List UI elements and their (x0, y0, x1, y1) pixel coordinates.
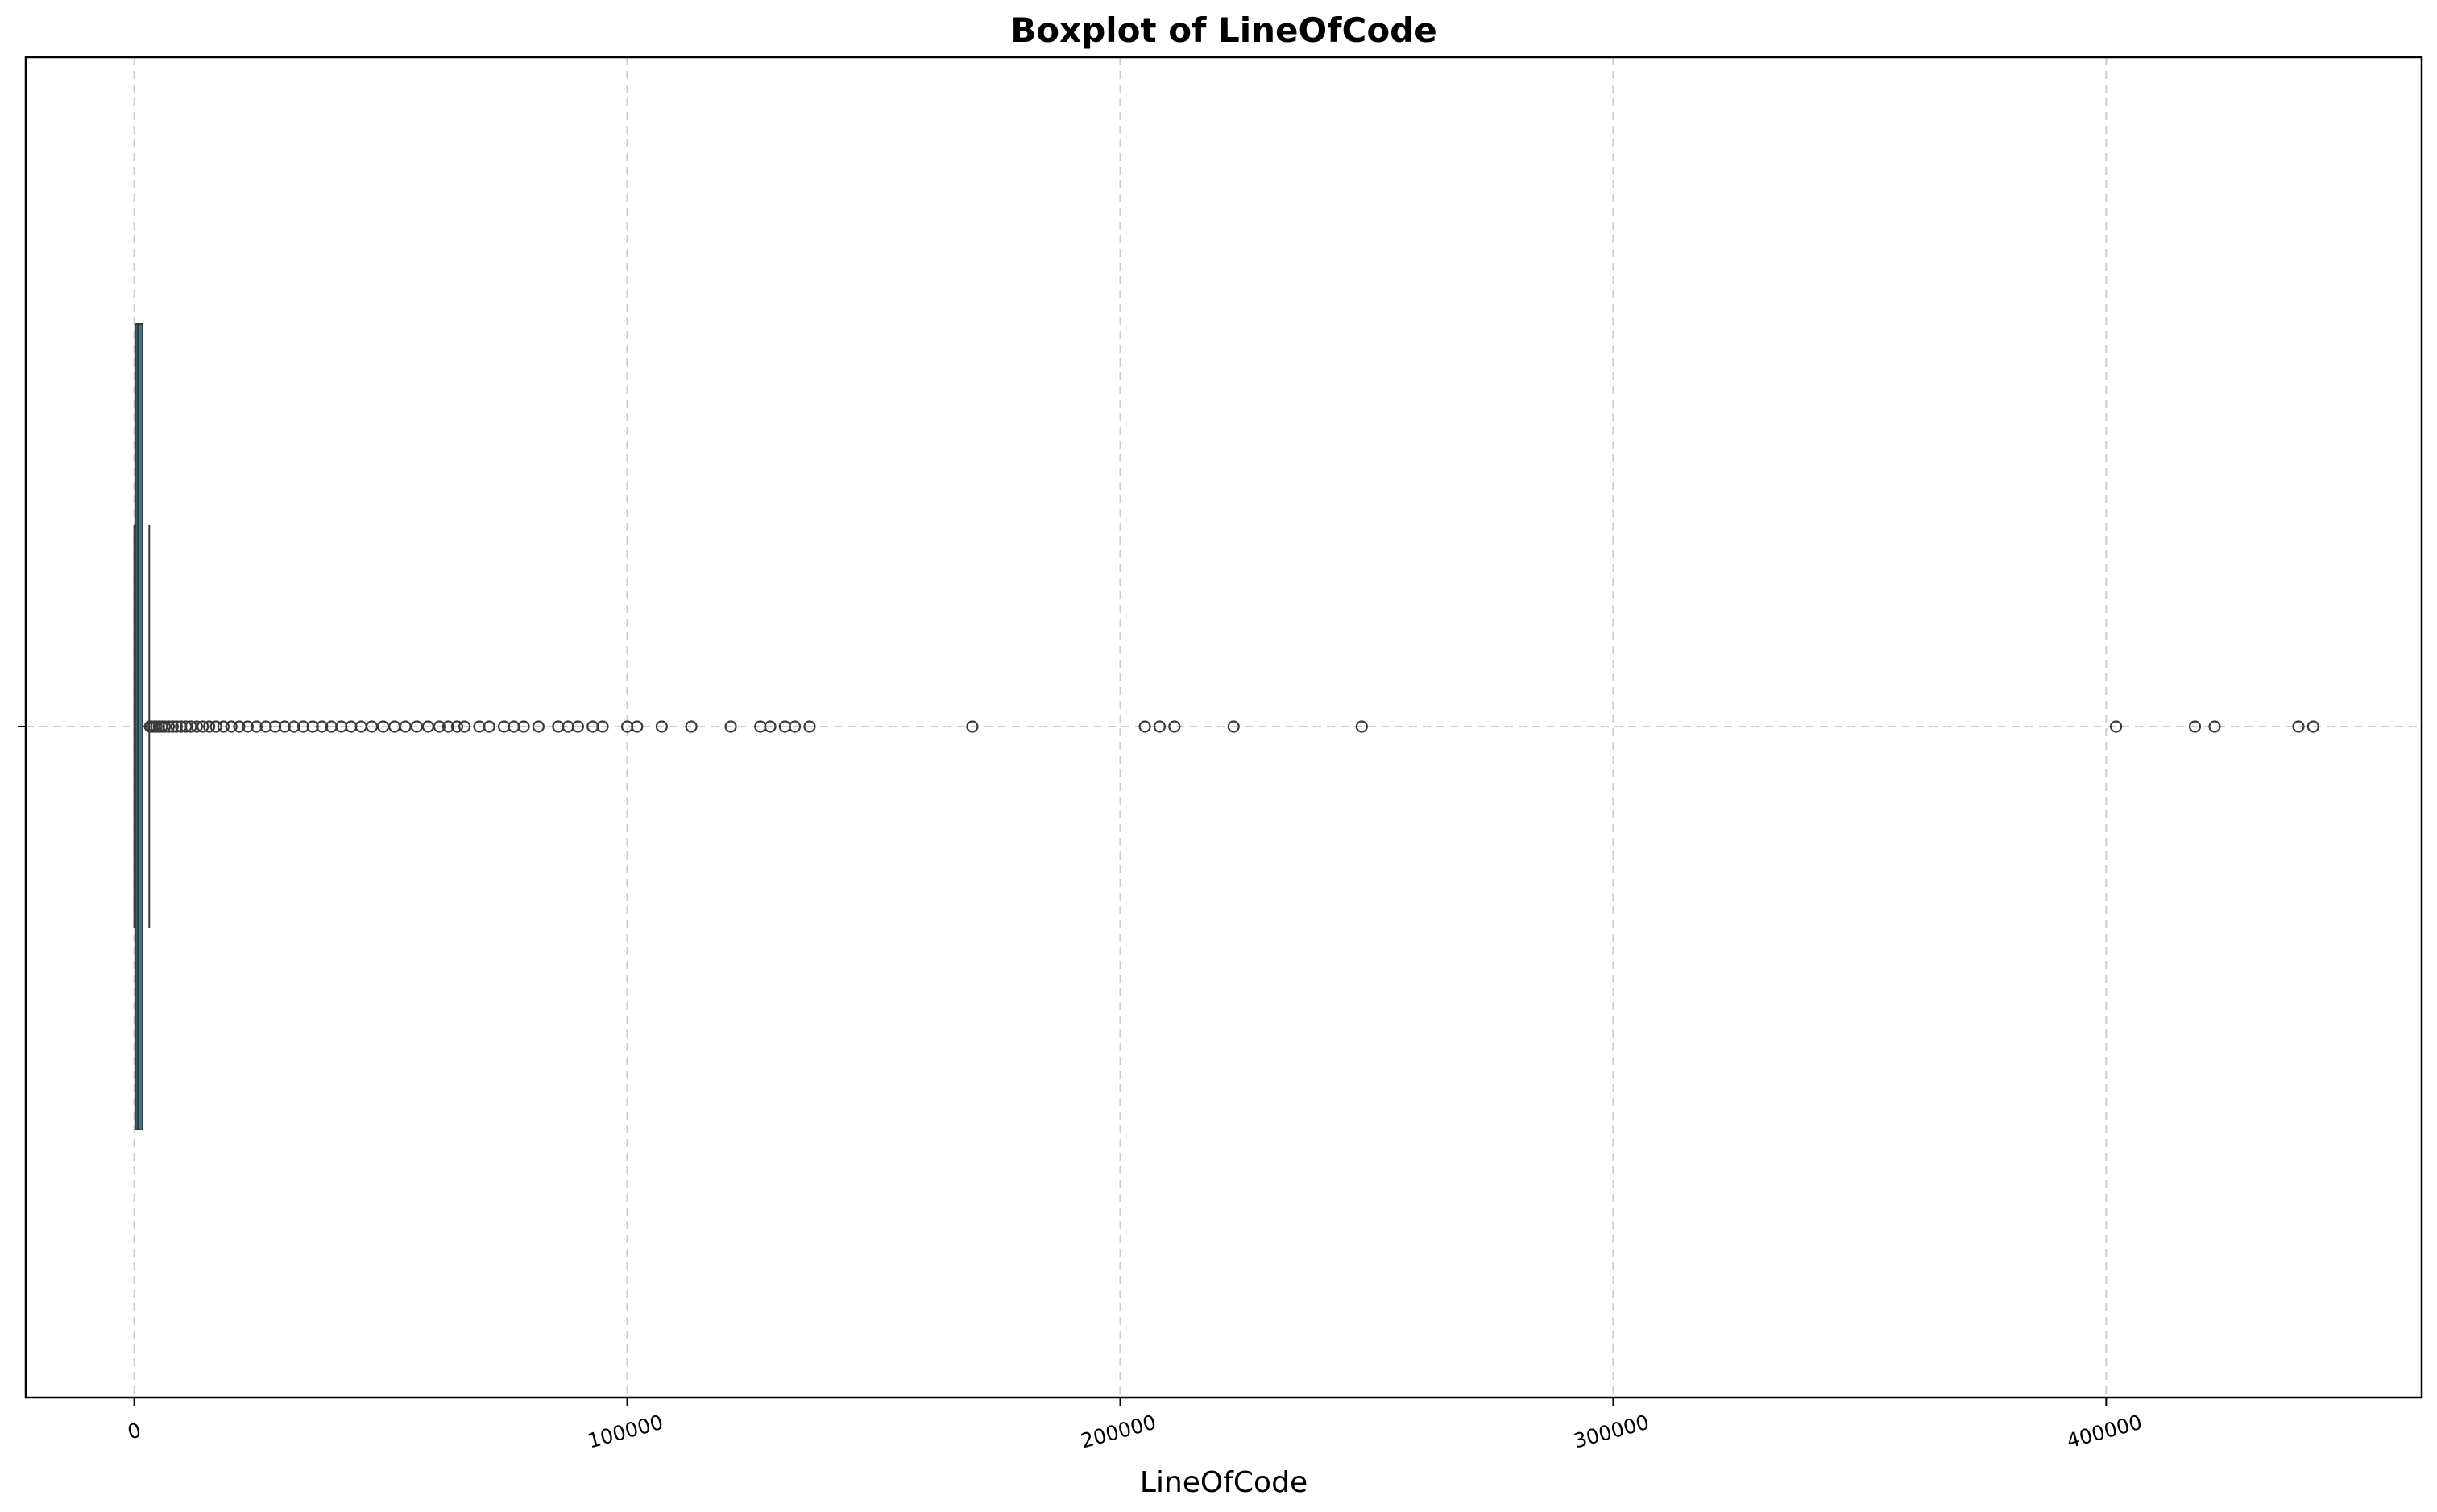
outlier-point (483, 720, 495, 733)
outlier-point (1168, 720, 1181, 733)
outlier-point (2110, 720, 2123, 733)
outlier-point (655, 720, 668, 733)
outlier-point (158, 720, 172, 733)
outlier-point (217, 720, 230, 733)
outlier-point (450, 720, 464, 733)
outlier-point (288, 720, 300, 733)
outlier-point (631, 720, 644, 733)
x-tick-label: 400000 (2064, 1411, 2145, 1453)
x-tick-label: 200000 (1078, 1411, 1158, 1453)
outlier-point (764, 720, 777, 733)
outlier-point (170, 720, 183, 733)
outlier-point (184, 720, 197, 733)
outlier-point (197, 720, 209, 733)
outlier-point (250, 720, 263, 733)
outlier-point (532, 720, 545, 733)
outlier-point (162, 720, 176, 733)
x-axis-ticks: 0 100000 200000 300000 400000 (125, 1398, 2145, 1453)
outlier-point (517, 720, 530, 733)
outlier-point (278, 720, 291, 733)
outlier-point (803, 720, 816, 733)
outlier-point (1138, 720, 1151, 733)
outlier-point (316, 720, 329, 733)
outlier-point (241, 720, 254, 733)
outlier-point (166, 720, 179, 733)
box-plot (133, 323, 151, 1130)
outlier-point (2306, 720, 2319, 733)
outlier-point (433, 720, 446, 733)
grid-lines (26, 57, 2422, 1398)
outlier-point (1153, 720, 1167, 733)
outlier-point (1355, 720, 1368, 733)
outlier-point (190, 720, 203, 733)
outlier-point (209, 720, 222, 733)
x-tick-label: 0 (125, 1419, 143, 1444)
outlier-point (966, 720, 979, 733)
chart-title: Boxplot of LineOfCode (1010, 10, 1436, 50)
outlier-point (259, 720, 272, 733)
x-tick-label: 300000 (1571, 1411, 1652, 1453)
outlier-point (2292, 720, 2305, 733)
outlier-point (2208, 720, 2221, 733)
outlier-point (724, 720, 737, 733)
outlier-point (441, 720, 455, 733)
box-iqr (134, 323, 144, 1130)
outlier-point (225, 720, 238, 733)
outlier-point (233, 720, 246, 733)
outlier-point (458, 720, 471, 733)
x-axis-label: LineOfCode (1140, 1466, 1308, 1499)
outlier-points (143, 720, 2319, 733)
outlier-point (571, 720, 584, 733)
outlier-point (789, 720, 802, 733)
outlier-point (1227, 720, 1240, 733)
x-tick-label: 100000 (585, 1411, 665, 1453)
outlier-point (306, 720, 319, 733)
outlier-point (203, 720, 216, 733)
outlier-point (596, 720, 609, 733)
outlier-point (685, 720, 698, 733)
outlier-point (296, 720, 310, 733)
outlier-point (2188, 720, 2202, 733)
outlier-point (269, 720, 282, 733)
